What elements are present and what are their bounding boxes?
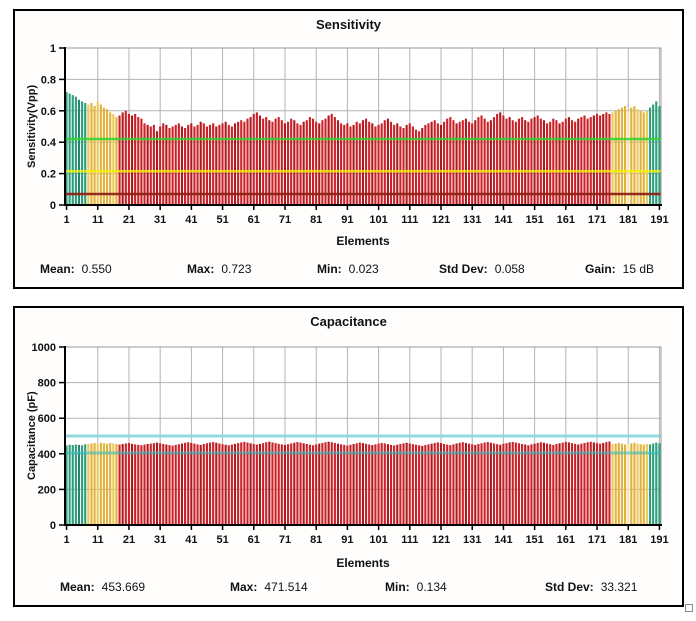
svg-text:1: 1 (63, 214, 69, 226)
svg-text:0.6: 0.6 (41, 106, 56, 118)
svg-text:161: 161 (557, 214, 575, 226)
svg-text:51: 51 (216, 214, 228, 226)
svg-text:181: 181 (619, 534, 637, 546)
svg-text:800: 800 (38, 378, 56, 390)
svg-text:11: 11 (92, 214, 104, 226)
svg-text:1: 1 (63, 534, 69, 546)
svg-text:41: 41 (185, 534, 197, 546)
svg-text:0: 0 (50, 200, 56, 212)
svg-text:81: 81 (310, 214, 322, 226)
svg-text:0: 0 (50, 520, 56, 532)
svg-text:91: 91 (341, 534, 353, 546)
svg-text:101: 101 (369, 214, 387, 226)
svg-text:71: 71 (279, 214, 291, 226)
stat-gain: Gain: 15 dB (585, 262, 655, 276)
svg-text:121: 121 (432, 534, 450, 546)
svg-text:0.2: 0.2 (41, 169, 56, 181)
svg-text:141: 141 (494, 534, 512, 546)
svg-text:111: 111 (401, 214, 418, 226)
svg-text:151: 151 (525, 214, 543, 226)
svg-text:0.8: 0.8 (41, 74, 56, 86)
sensitivity-bar-plot: 00.20.40.60.811 11 21 31 41 51 61 71 81 91 101 111 1… (41, 43, 669, 226)
svg-text:121: 121 (432, 214, 450, 226)
resize-grip-handle[interactable] (685, 604, 693, 612)
stat-max: Max: 0.723 (187, 262, 252, 276)
stat-min: Min: 0.023 (317, 262, 379, 276)
svg-text:191: 191 (650, 214, 668, 226)
svg-text:141: 141 (494, 214, 512, 226)
svg-text:151: 151 (525, 534, 543, 546)
svg-text:61: 61 (248, 534, 260, 546)
svg-text:41: 41 (185, 214, 197, 226)
svg-text:181: 181 (619, 214, 637, 226)
capacitance-x-axis-label: Elements (336, 556, 390, 570)
svg-text:91: 91 (341, 214, 353, 226)
svg-text:71: 71 (279, 534, 291, 546)
stat-max: Max: 471.514 (230, 580, 308, 594)
sensitivity-chart-title: Sensitivity (315, 17, 382, 32)
sensitivity-x-axis-label: Elements (336, 234, 390, 248)
svg-text:21: 21 (123, 534, 135, 546)
svg-text:191: 191 (650, 534, 668, 546)
svg-text:161: 161 (557, 534, 575, 546)
stat-stddev: Std Dev: 33.321 (545, 580, 638, 594)
svg-text:600: 600 (38, 413, 56, 425)
svg-text:11: 11 (92, 534, 104, 546)
svg-text:61: 61 (248, 214, 260, 226)
svg-text:131: 131 (463, 214, 481, 226)
svg-text:171: 171 (588, 214, 606, 226)
svg-text:1000: 1000 (32, 342, 56, 354)
sensitivity-chart-panel: Sensitivity Sensitivity(Vpp) 0 0.2 0.4 0.6 0… (13, 9, 684, 289)
stat-mean: Mean: 453.669 (60, 580, 146, 594)
svg-text:31: 31 (154, 534, 166, 546)
stat-min: Min: 0.134 (385, 580, 447, 594)
svg-text:51: 51 (216, 534, 228, 546)
svg-text:400: 400 (38, 449, 56, 461)
stat-mean: Mean: 0.550 (40, 262, 112, 276)
stat-stddev: Std Dev: 0.058 (439, 262, 525, 276)
svg-text:131: 131 (463, 534, 481, 546)
svg-text:101: 101 (369, 534, 387, 546)
svg-text:1: 1 (50, 43, 56, 55)
capacitance-chart-title: Capacitance (310, 314, 387, 329)
svg-text:111: 111 (401, 534, 418, 546)
svg-text:0.4: 0.4 (41, 137, 57, 149)
svg-text:200: 200 (38, 484, 56, 496)
svg-text:171: 171 (588, 534, 606, 546)
svg-text:81: 81 (310, 534, 322, 546)
svg-text:21: 21 (123, 214, 135, 226)
svg-text:31: 31 (154, 214, 166, 226)
capacitance-chart-panel: Capacitance Capacitance (pF) 0 200 400 600 8… (13, 306, 684, 607)
